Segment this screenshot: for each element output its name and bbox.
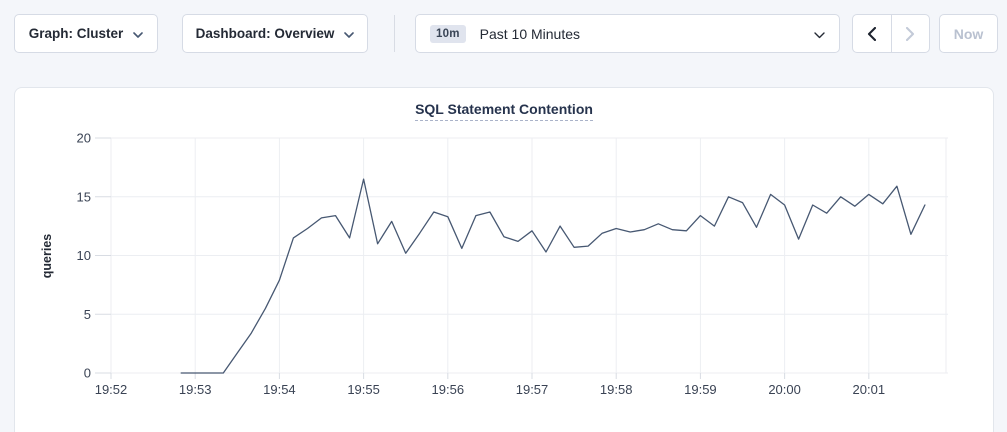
graph-scope-label: Graph: Cluster xyxy=(28,26,124,41)
chevron-left-icon xyxy=(868,26,877,41)
contention-line-chart[interactable]: 0 5 10 15 20 19:52 19:53 19:54 19:55 19:56 19:57 19… xyxy=(15,88,993,431)
next-time-window-button[interactable] xyxy=(890,15,929,52)
x-tick-label: 19:58 xyxy=(600,382,633,397)
now-button-label: Now xyxy=(953,25,984,42)
chart-title[interactable]: SQL Statement Contention xyxy=(415,101,593,121)
y-tick-label: 10 xyxy=(77,248,91,263)
x-tick-label: 19:52 xyxy=(95,382,128,397)
x-tick-label: 19:56 xyxy=(432,382,465,397)
dashboard-dropdown[interactable]: Dashboard: Overview xyxy=(182,14,368,53)
y-tick-label: 0 xyxy=(84,366,91,381)
x-tick-label: 20:00 xyxy=(768,382,801,397)
x-tick-label: 19:57 xyxy=(516,382,549,397)
prev-time-window-button[interactable] xyxy=(853,15,891,52)
x-tick-label: 19:53 xyxy=(179,382,212,397)
x-tick-label: 19:55 xyxy=(347,382,380,397)
x-tick-label: 19:54 xyxy=(263,382,296,397)
time-range-badge: 10m xyxy=(430,24,466,43)
chart-title-row: SQL Statement Contention xyxy=(15,101,993,121)
chevron-right-icon xyxy=(905,26,915,41)
y-axis-label: queries xyxy=(40,234,54,279)
now-button[interactable]: Now xyxy=(939,14,998,53)
y-tick-label: 20 xyxy=(77,131,91,146)
y-tick-label: 5 xyxy=(84,307,91,322)
graph-scope-dropdown[interactable]: Graph: Cluster xyxy=(14,14,158,53)
y-tick-label: 15 xyxy=(77,189,91,204)
chevron-down-icon xyxy=(814,26,825,42)
toolbar-divider xyxy=(394,15,395,52)
x-tick-label: 20:01 xyxy=(853,382,886,397)
series-line xyxy=(180,178,926,374)
chevron-down-icon xyxy=(133,26,144,41)
time-range-picker[interactable]: 10m Past 10 Minutes xyxy=(415,14,840,53)
time-window-nav xyxy=(852,14,930,53)
x-tick-label: 19:59 xyxy=(684,382,717,397)
dashboard-label: Dashboard: Overview xyxy=(195,26,335,41)
time-range-label: Past 10 Minutes xyxy=(479,25,581,42)
metrics-toolbar: Graph: Cluster Dashboard: Overview 10m P… xyxy=(0,14,1007,53)
grid-lines xyxy=(110,137,948,374)
axis-ticks: 0 5 10 15 20 19:52 19:53 19:54 19:55 19:56 19:57 19… xyxy=(77,131,886,398)
chevron-down-icon xyxy=(344,26,355,41)
sql-statement-contention-card: SQL Statement Contention 0 5 10 15 20 19:52 19… xyxy=(14,87,994,432)
